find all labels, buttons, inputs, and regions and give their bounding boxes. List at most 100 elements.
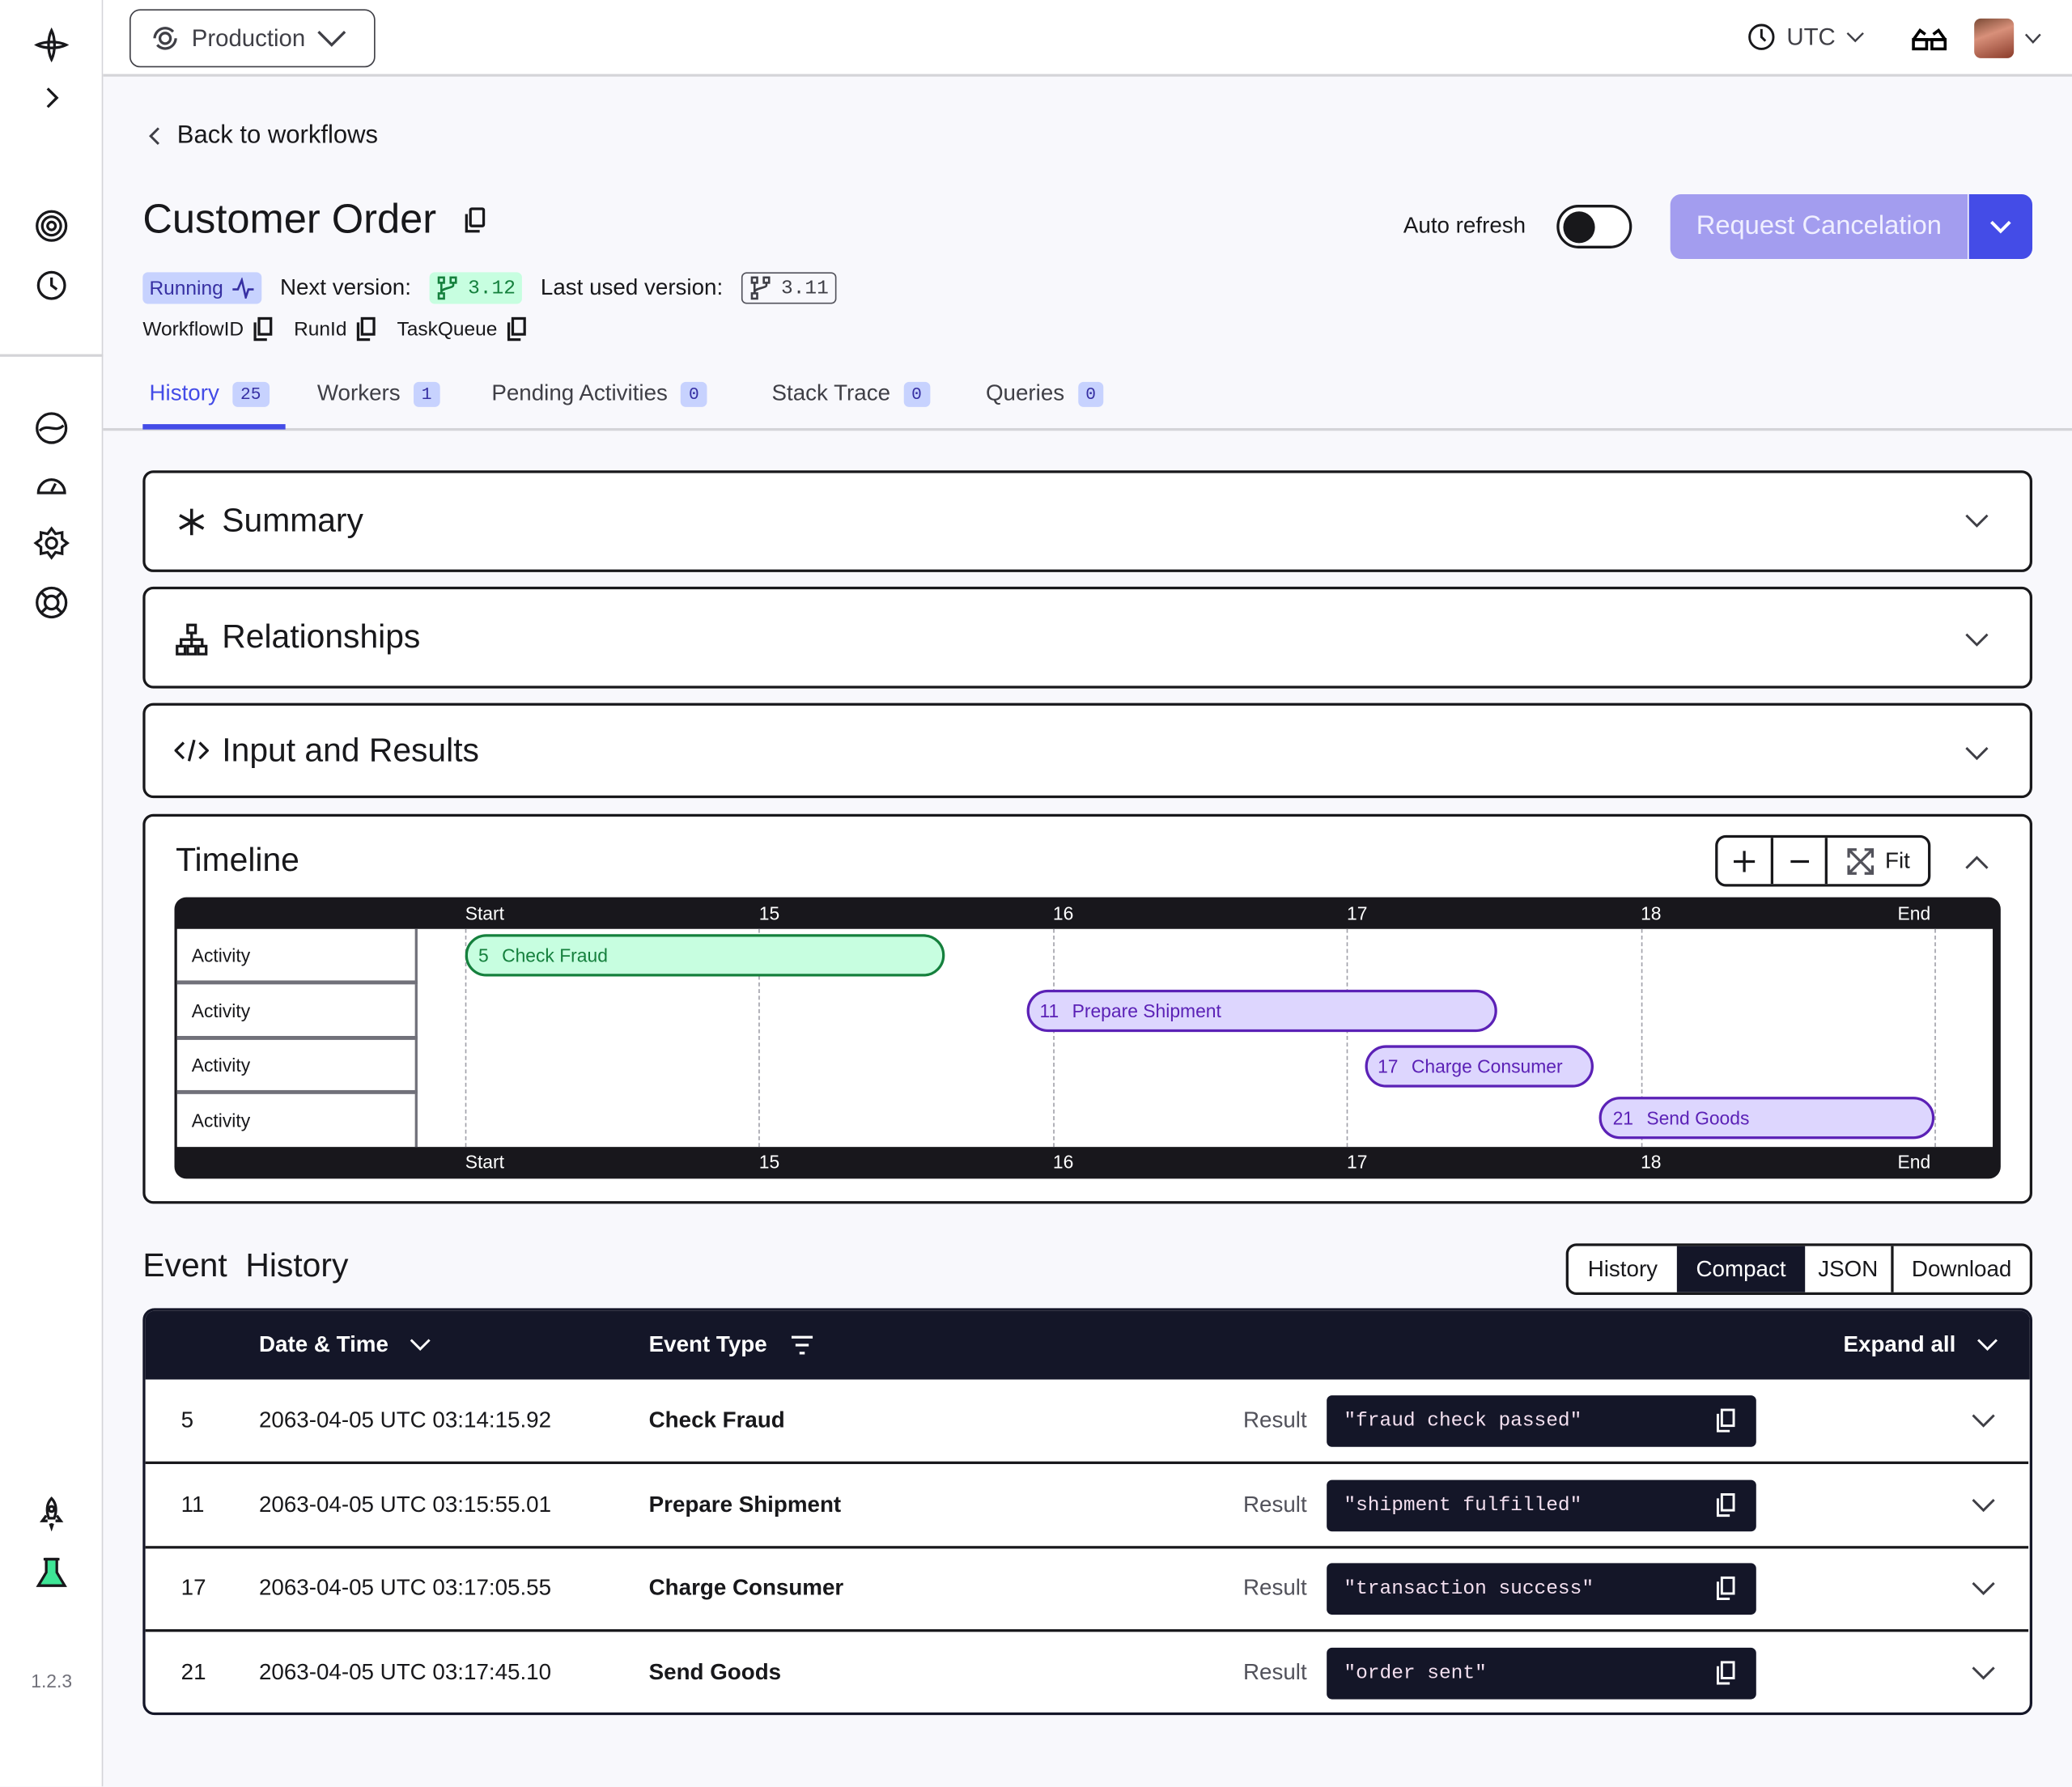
- timeline-bar[interactable]: 5 Check Fraud: [465, 934, 945, 977]
- timeline-tick-top: Start: [465, 902, 504, 924]
- tab-label: History: [149, 380, 219, 406]
- timeline-bar[interactable]: 17 Charge Consumer: [1364, 1045, 1594, 1088]
- deploy-rocket-icon[interactable]: [33, 1495, 70, 1532]
- schedules-icon[interactable]: [33, 267, 70, 304]
- request-cancelation-button[interactable]: Request Cancelation: [1670, 193, 1968, 259]
- event-id: 11: [180, 1491, 205, 1517]
- run-id-copy[interactable]: RunId: [294, 316, 379, 342]
- last-version-label: Last used version:: [540, 274, 724, 300]
- tabs-divider: [103, 427, 2072, 431]
- chevron-down-icon: [1977, 1339, 1998, 1352]
- copy-icon[interactable]: [1714, 1491, 1738, 1517]
- run-id-label: RunId: [294, 317, 347, 341]
- timeline-gridline: [1346, 928, 1348, 1148]
- user-avatar[interactable]: [1974, 18, 2015, 58]
- status-label: Running: [149, 277, 223, 299]
- event-type: Check Fraud: [648, 1407, 785, 1433]
- branch-icon: [750, 276, 771, 300]
- active-tab-indicator: [142, 424, 286, 430]
- download-button[interactable]: Download: [1911, 1255, 2012, 1281]
- namespace-selector[interactable]: Production: [129, 9, 376, 68]
- bar-event-id: 5: [478, 944, 489, 966]
- tab-label: Pending Activities: [491, 380, 668, 406]
- view-compact-button[interactable]: Compact: [1676, 1246, 1806, 1292]
- timeline-zoom-controls: Fit: [1715, 834, 1931, 887]
- timeline-bar[interactable]: 11 Prepare Shipment: [1026, 989, 1497, 1033]
- result-text: "transaction success": [1344, 1577, 1594, 1601]
- auto-refresh-toggle[interactable]: [1556, 205, 1633, 248]
- timeline-tick-bottom: 17: [1346, 1151, 1368, 1173]
- zoom-in-button[interactable]: [1717, 838, 1774, 885]
- back-link-label: Back to workflows: [176, 121, 379, 150]
- next-version-badge: 3.12: [429, 272, 523, 304]
- chevron-down-icon[interactable]: [1972, 1498, 1995, 1513]
- table-header: Date & Time Event Type Expand all: [145, 1310, 2030, 1380]
- dashboard-icon[interactable]: [33, 466, 70, 503]
- expand-all-button[interactable]: Expand all: [1843, 1332, 1998, 1359]
- chevron-down-icon[interactable]: [1972, 1666, 1995, 1680]
- section-title: Input and Results: [222, 732, 479, 770]
- bar-event-name: Charge Consumer: [1411, 1055, 1563, 1077]
- table-row[interactable]: 21 2063-04-05 UTC 03:17:45.10 Send Goods…: [146, 1632, 2029, 1713]
- plus-icon: [1734, 850, 1756, 872]
- bar-event-id: 11: [1039, 1000, 1059, 1022]
- zoom-out-button[interactable]: [1773, 838, 1828, 885]
- copy-icon[interactable]: [461, 206, 488, 236]
- tab-stack-trace[interactable]: Stack Trace 0: [771, 380, 930, 407]
- chevron-down-icon[interactable]: [1972, 1581, 1995, 1596]
- timeline-tick-bottom: Start: [465, 1151, 504, 1173]
- labs-flask-icon[interactable]: [33, 1554, 70, 1591]
- copy-icon[interactable]: [1714, 1659, 1738, 1686]
- copy-icon[interactable]: [1714, 1575, 1738, 1602]
- tab-workers[interactable]: Workers 1: [317, 380, 440, 407]
- timeline-row-label: Activity: [176, 984, 418, 1040]
- timezone-selector[interactable]: UTC: [1747, 23, 1864, 52]
- fit-label: Fit: [1885, 847, 1910, 873]
- filter-icon: [792, 1335, 813, 1355]
- tab-count: 0: [903, 381, 930, 407]
- temporal-logo-icon[interactable]: [33, 27, 70, 64]
- event-type-column-header[interactable]: Event Type: [649, 1332, 815, 1359]
- settings-icon[interactable]: [33, 524, 70, 562]
- copy-icon: [357, 316, 376, 342]
- tab-history[interactable]: History 25: [149, 380, 270, 407]
- date-time-column-header[interactable]: Date & Time: [259, 1332, 431, 1359]
- support-icon[interactable]: [33, 584, 70, 622]
- column-label: Date & Time: [258, 1331, 388, 1357]
- toggle-knob: [1563, 211, 1595, 244]
- namespaces-icon[interactable]: [33, 410, 70, 447]
- relationships-section[interactable]: Relationships: [142, 586, 2033, 689]
- result-label: Result: [1243, 1575, 1307, 1601]
- section-title: Summary: [222, 502, 363, 540]
- data-encoder-glasses-icon[interactable]: [1911, 27, 1948, 53]
- copy-icon: [507, 316, 527, 342]
- result-label: Result: [1243, 1407, 1307, 1433]
- table-row[interactable]: 5 2063-04-05 UTC 03:14:15.92 Check Fraud…: [145, 1379, 2029, 1464]
- timeline-bar[interactable]: 21 Send Goods: [1599, 1097, 1935, 1140]
- cancel-options-dropdown[interactable]: [1968, 193, 2033, 259]
- copy-icon[interactable]: [1714, 1407, 1738, 1434]
- timeline-section: Timeline Fit Activity Activity Activity …: [142, 813, 2033, 1204]
- expand-chevron-icon[interactable]: [33, 79, 70, 117]
- tab-queries[interactable]: Queries 0: [986, 380, 1104, 407]
- column-label: Event Type: [648, 1331, 767, 1357]
- view-json-button[interactable]: JSON: [1805, 1246, 1894, 1292]
- table-row[interactable]: 17 2063-04-05 UTC 03:17:05.55 Charge Con…: [145, 1547, 2029, 1632]
- workflows-icon[interactable]: [33, 207, 70, 244]
- chevron-down-icon[interactable]: [2024, 33, 2041, 45]
- workflow-id-copy[interactable]: WorkflowID: [142, 316, 275, 342]
- event-type: Send Goods: [648, 1658, 782, 1684]
- table-row[interactable]: 11 2063-04-05 UTC 03:15:55.01 Prepare Sh…: [145, 1463, 2029, 1548]
- summary-section[interactable]: Summary: [142, 470, 2033, 572]
- back-to-workflows-link[interactable]: Back to workflows: [148, 121, 378, 151]
- result-label: Result: [1243, 1491, 1307, 1517]
- view-history-button[interactable]: History: [1587, 1255, 1658, 1281]
- task-queue-copy[interactable]: TaskQueue: [397, 316, 529, 342]
- input-and-results-section[interactable]: Input and Results: [142, 702, 2033, 799]
- section-title: Relationships: [222, 618, 421, 656]
- chevron-down-icon[interactable]: [1972, 1414, 1995, 1428]
- task-queue-label: TaskQueue: [397, 317, 498, 341]
- chevron-up-icon[interactable]: [1964, 855, 1990, 871]
- fit-button[interactable]: Fit: [1828, 838, 1928, 884]
- tab-pending-activities[interactable]: Pending Activities 0: [491, 380, 707, 407]
